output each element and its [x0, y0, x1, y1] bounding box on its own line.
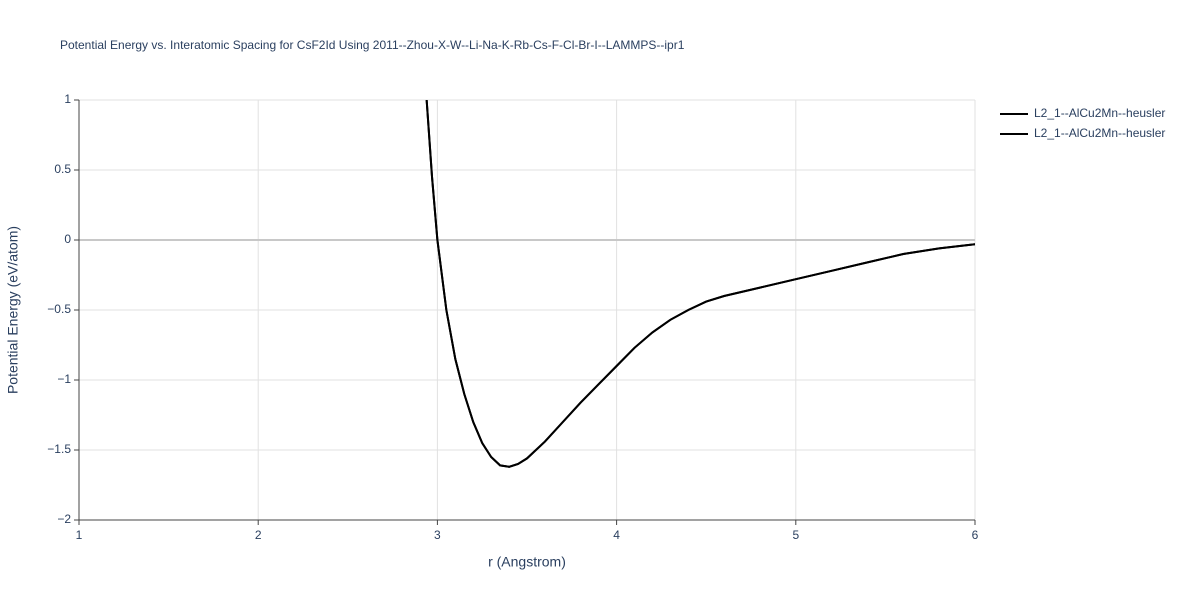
line-series — [425, 100, 975, 468]
legend-label: L2_1--AlCu2Mn--heusler — [1034, 106, 1165, 120]
y-tick-label: 0.5 — [54, 162, 71, 176]
line-series — [425, 100, 975, 468]
y-tick-label: −0.5 — [47, 302, 71, 316]
x-tick-label: 3 — [434, 528, 441, 542]
legend-label: L2_1--AlCu2Mn--heusler — [1034, 126, 1165, 140]
x-tick-label: 5 — [792, 528, 799, 542]
y-axis-label: Potential Energy (eV/atom) — [5, 226, 21, 394]
y-tick-label: 0 — [64, 232, 71, 246]
y-tick-label: −2 — [57, 512, 71, 526]
y-tick-label: 1 — [64, 92, 71, 106]
x-axis-label: r (Angstrom) — [488, 554, 566, 570]
y-tick-label: −1.5 — [47, 442, 71, 456]
x-tick-label: 4 — [613, 528, 620, 542]
x-tick-label: 2 — [255, 528, 262, 542]
x-tick-label: 1 — [76, 528, 83, 542]
chart-title: Potential Energy vs. Interatomic Spacing… — [60, 38, 685, 52]
x-tick-label: 6 — [972, 528, 979, 542]
y-tick-label: −1 — [57, 372, 71, 386]
